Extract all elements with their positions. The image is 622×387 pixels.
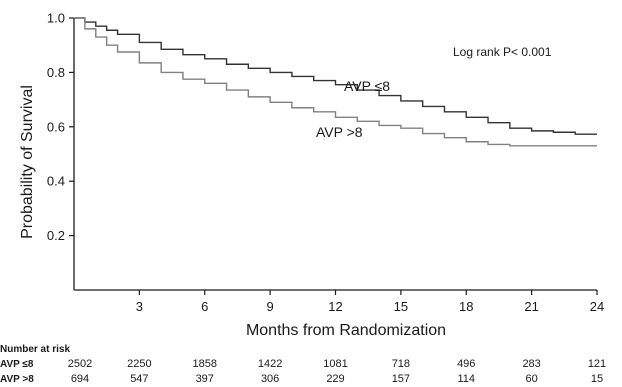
x-tick-label: 3 <box>136 299 143 314</box>
x-tick-label: 15 <box>394 299 408 314</box>
risk-value: 157 <box>392 373 410 385</box>
axes: 0.2 0.4 0.6 0.8 1.0 3 6 9 12 15 18 21 24 <box>47 11 604 315</box>
series-label-avp-le-8: AVP ≤8 <box>344 78 390 94</box>
risk-value: 121 <box>588 358 606 370</box>
risk-value: 397 <box>196 373 214 385</box>
series-line-avp-gt-8 <box>74 17 597 147</box>
risk-value: 694 <box>71 373 89 385</box>
risk-value: 283 <box>522 358 540 370</box>
x-ticks: 3 6 9 12 15 18 21 24 <box>136 290 604 314</box>
risk-value: 114 <box>457 373 475 385</box>
risk-value: 547 <box>130 373 148 385</box>
risk-value: 2502 <box>68 358 92 370</box>
risk-value: 229 <box>326 373 344 385</box>
risk-value: 1081 <box>323 358 347 370</box>
risk-value: 15 <box>591 373 603 385</box>
x-tick-label: 21 <box>524 299 538 314</box>
risk-values: 2502 2250 1858 1422 1081 718 496 283 121 694 547 39… <box>68 358 606 385</box>
x-tick-label: 12 <box>328 299 342 314</box>
risk-value: 60 <box>526 373 538 385</box>
log-rank-annotation: Log rank P< 0.001 <box>453 45 552 59</box>
x-tick-label: 9 <box>267 299 274 314</box>
y-tick-label: 1.0 <box>47 11 65 26</box>
series-label-avp-gt-8: AVP >8 <box>316 124 363 140</box>
x-tick-label: 18 <box>459 299 473 314</box>
risk-value: 2250 <box>127 358 151 370</box>
x-tick-label: 6 <box>201 299 208 314</box>
y-tick-label: 0.6 <box>47 119 65 134</box>
x-axis-title: Months from Randomization <box>246 322 446 339</box>
risk-value: 496 <box>457 358 475 370</box>
y-axis-title: Probability of Survival <box>19 85 36 239</box>
risk-row-label: AVP ≤8 <box>0 359 34 370</box>
series-group <box>74 17 597 147</box>
y-tick-label: 0.8 <box>47 65 65 80</box>
y-tick-label: 0.2 <box>47 228 65 243</box>
y-ticks: 0.2 0.4 0.6 0.8 1.0 <box>47 11 74 243</box>
series-line-avp-le-8 <box>74 17 597 135</box>
risk-value: 718 <box>392 358 410 370</box>
risk-row-label: AVP >8 <box>0 374 34 385</box>
risk-value: 1422 <box>258 358 282 370</box>
risk-table: Number at risk AVP ≤8 AVP >8 2502 2250 185… <box>0 344 606 385</box>
risk-table-title: Number at risk <box>0 344 70 355</box>
y-tick-label: 0.4 <box>47 174 65 189</box>
x-tick-label: 24 <box>590 299 604 314</box>
risk-value: 306 <box>261 373 279 385</box>
risk-value: 1858 <box>193 358 217 370</box>
